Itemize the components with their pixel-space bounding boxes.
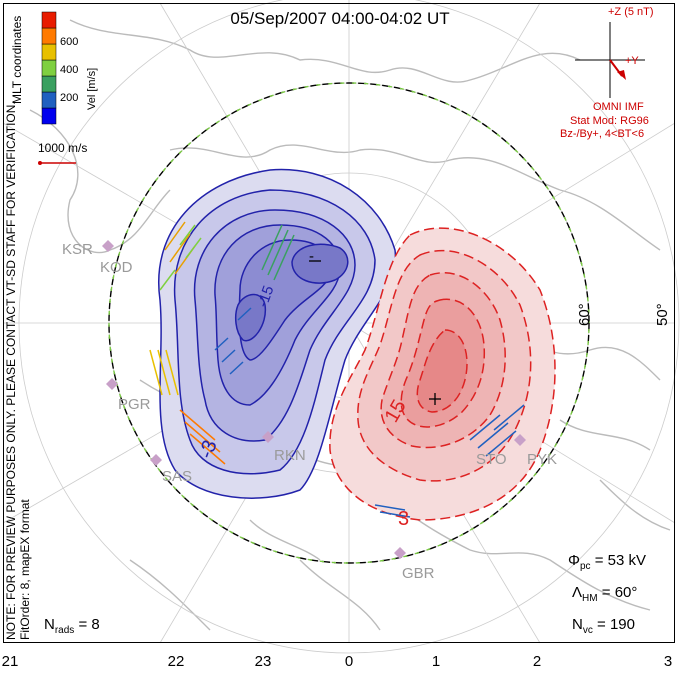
site-pgr: PGR bbox=[118, 396, 151, 413]
vector-group-4 bbox=[179, 409, 226, 465]
phi-pc-value: = 53 kV bbox=[594, 552, 646, 569]
site-sto: STO bbox=[476, 451, 507, 468]
vector-group-5 bbox=[214, 307, 252, 375]
contour-dusk-7 bbox=[234, 293, 267, 342]
map-title: 05/Sep/2007 04:00-04:02 UT bbox=[230, 9, 450, 28]
site-pyk: PYK bbox=[527, 451, 558, 468]
contour-dawn-5 bbox=[416, 329, 468, 413]
imf-y-label: +Y bbox=[625, 55, 639, 67]
imf-condition: Bz-/By+, 4<BT<6 bbox=[560, 128, 645, 140]
colorbar bbox=[41, 11, 57, 125]
preview-note: NOTE: FOR PREVIEW PURPOSES ONLY. PLEASE … bbox=[4, 101, 18, 640]
latitude-label-60: 60° bbox=[576, 303, 593, 326]
contour-dusk-6 bbox=[291, 243, 349, 284]
mlt-tick-22: 22 bbox=[167, 653, 185, 670]
plot-frame bbox=[3, 3, 675, 643]
imf-z-label: +Z (5 nT) bbox=[608, 6, 654, 18]
latitude-label-50: 50° bbox=[654, 303, 671, 326]
coordinates-label: MLT coordinates bbox=[10, 15, 24, 104]
imf-source: OMNI IMF bbox=[593, 101, 644, 113]
imf-model: Stat Mod: RG96 bbox=[570, 115, 649, 127]
reference-vector bbox=[38, 161, 76, 165]
mlt-tick-2: 2 bbox=[532, 653, 542, 670]
mlt-tick-1: 1 bbox=[431, 653, 441, 670]
vector-group-2 bbox=[159, 224, 202, 291]
velocity-vectors bbox=[149, 221, 525, 518]
vector-group-3 bbox=[149, 349, 179, 396]
n-vc-stat: Nvc = 190 bbox=[572, 616, 635, 636]
vector-group-8 bbox=[374, 504, 411, 518]
lambda-hm-stat: ΛHM = 60° bbox=[572, 584, 638, 604]
colorbar-swatch bbox=[41, 11, 57, 29]
dawn-cell bbox=[329, 227, 556, 521]
site-markers bbox=[102, 240, 526, 559]
mlt-tick-21: 21 bbox=[1, 653, 19, 670]
site-rkn: RKN bbox=[274, 447, 306, 464]
site-ksr: KSR bbox=[62, 241, 93, 258]
reference-vector-label: 1000 m/s bbox=[38, 141, 88, 155]
mlt-tick-3: 3 bbox=[663, 653, 673, 670]
heppner-maynard-boundary-overlay bbox=[108, 82, 590, 564]
n-vc-value: = 190 bbox=[597, 616, 635, 633]
mlt-tick-0: 0 bbox=[344, 653, 354, 670]
vector-group-6 bbox=[261, 224, 295, 281]
colorbar-tick-200: 200 bbox=[60, 92, 79, 104]
vector-group-7 bbox=[469, 404, 525, 457]
n-rads-value: = 8 bbox=[78, 616, 100, 633]
lambda-hm-value: = 60° bbox=[601, 584, 638, 601]
cell-markers bbox=[309, 260, 441, 405]
colorbar-label: Vel [m/s] bbox=[86, 67, 98, 110]
phi-pc-stat: Φpc = 53 kV bbox=[568, 552, 646, 572]
site-gbr: GBR bbox=[402, 565, 435, 582]
dusk-cell bbox=[158, 168, 397, 499]
colorbar-tick-400: 400 bbox=[60, 64, 79, 76]
mlt-tick-23: 23 bbox=[254, 653, 272, 670]
colorbar-tick-600: 600 bbox=[60, 36, 79, 48]
site-sas: SAS bbox=[162, 468, 193, 485]
site-kod: KOD bbox=[100, 259, 133, 276]
fit-order-note: FitOrder: 8, mapEX format bbox=[18, 499, 32, 640]
imf-clock bbox=[575, 22, 645, 98]
dusk-cell-minimum: - bbox=[309, 248, 314, 265]
contour-label-3: 3 bbox=[398, 508, 410, 530]
n-rads-stat: Nrads = 8 bbox=[44, 616, 100, 636]
